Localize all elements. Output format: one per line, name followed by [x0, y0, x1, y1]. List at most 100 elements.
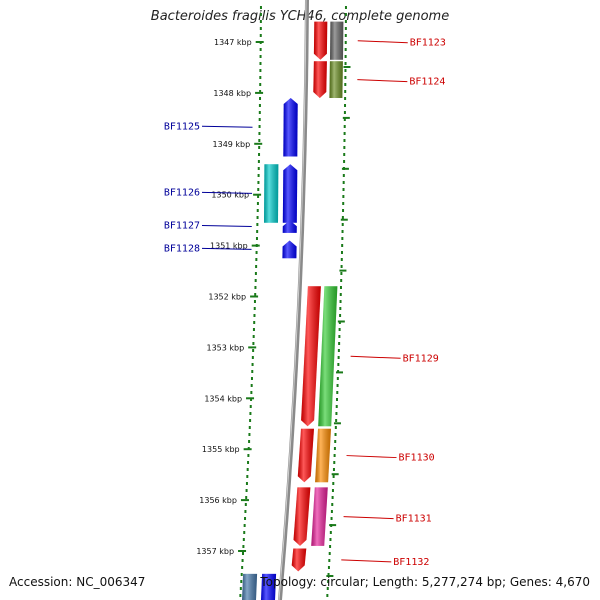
gene-BF1125-shade [283, 98, 298, 157]
ring-dot [333, 447, 336, 450]
ring-dot [344, 104, 347, 107]
tick-mark [255, 91, 264, 94]
ring-dot [344, 13, 347, 16]
ring-dot [248, 440, 251, 443]
ring-dot [338, 342, 341, 345]
ring-dot [242, 538, 245, 541]
ring-dot [249, 412, 252, 415]
tick-label: 1350 kbp [211, 191, 249, 200]
ring-dot [247, 461, 250, 464]
gene-label-BF1130: BF1130 [399, 453, 435, 464]
ring-dot [341, 244, 344, 247]
ring-dot [245, 496, 248, 499]
tick-mark-right [333, 422, 341, 425]
ring-dot [252, 342, 255, 345]
ring-dot [259, 90, 262, 93]
ring-dot [340, 272, 343, 275]
label-leader [341, 559, 392, 563]
ring-dot [344, 90, 347, 93]
ring-dot [343, 146, 346, 149]
gene-BF1124-shade [313, 61, 327, 98]
gene-label-BF1125: BF1125 [164, 121, 200, 132]
tick-mark-right [336, 371, 344, 374]
ring-dot [240, 580, 243, 583]
ring-dot [248, 426, 251, 429]
ring-dot [342, 188, 345, 191]
gene-BF1126-shade [282, 164, 298, 223]
ring-dot [253, 300, 256, 303]
ring-dot [254, 293, 257, 296]
topology-text: Topology: circular; Length: 5,277,274 bp… [260, 575, 590, 589]
partial-steelblue-shade [242, 573, 258, 600]
ring-dot [344, 55, 347, 58]
ring-dot [242, 545, 245, 548]
tick-mark [251, 244, 260, 247]
ring-dot [258, 104, 261, 107]
ring-dot [250, 384, 253, 387]
ring-dot [239, 594, 242, 597]
ring-dot [253, 314, 256, 317]
ring-dot [255, 251, 258, 254]
ring-dot [258, 125, 261, 128]
ring-dot [249, 419, 252, 422]
ring-dot [336, 398, 339, 401]
gene-label-BF1123: BF1123 [410, 38, 446, 49]
ring-dot [333, 454, 336, 457]
ring-dot [341, 230, 344, 233]
ring-dot [259, 76, 262, 79]
label-leader [357, 40, 408, 44]
ring-dot [327, 580, 330, 583]
ring-dot [328, 552, 331, 555]
ring-dot [343, 153, 346, 156]
ring-dot [259, 55, 262, 58]
ring-dot [254, 272, 257, 275]
ring-dot [331, 489, 334, 492]
ring-dot [253, 307, 256, 310]
ring-dot [255, 258, 258, 261]
ring-dot [257, 181, 260, 184]
gene-layer [242, 21, 344, 600]
ring-dot [243, 524, 246, 527]
tick-label: 1357 kbp [196, 547, 234, 556]
ring-dot [254, 279, 257, 282]
ring-dot [245, 482, 248, 485]
tick-mark [243, 448, 252, 451]
ring-dot [327, 573, 330, 576]
tick-label: 1352 kbp [208, 293, 246, 302]
ring-dot [339, 314, 342, 317]
tick-mark-right [326, 575, 334, 577]
tick-mark-right [329, 524, 337, 527]
ring-dot [257, 167, 260, 170]
ring-dot [344, 34, 347, 37]
ring-dot [258, 118, 261, 121]
gene-BF1130-shade [297, 428, 314, 483]
ring-dot [240, 573, 243, 576]
ring-dot [340, 251, 343, 254]
ring-dot [256, 209, 259, 212]
ring-dot [336, 384, 339, 387]
gene-BF1123-shade [313, 21, 328, 60]
ring-dot [332, 475, 335, 478]
ring-dot [249, 405, 252, 408]
ring-dot [259, 13, 262, 16]
ring-dot [256, 216, 259, 219]
gene-label-layer: BF1123 BF1124 BF1125 BF1126 BF1127 BF1128 BF11… [164, 38, 446, 568]
ring-dot [241, 559, 244, 562]
ring-dot [243, 531, 246, 534]
backbone-layer [278, 0, 309, 600]
ring-dot [335, 412, 338, 415]
tick-mark-right [343, 66, 351, 68]
ring-dot [339, 286, 342, 289]
gene-label-BF1124: BF1124 [409, 77, 445, 88]
ring-dot [251, 356, 254, 359]
ring-dot [247, 454, 250, 457]
ring-dot [246, 468, 249, 471]
tick-label: 1347 kbp [214, 38, 252, 47]
ring-dot [326, 587, 329, 590]
ring-dot [344, 20, 347, 23]
ring-dot [329, 531, 332, 534]
ring-dot [258, 153, 261, 156]
tick-layer: 1347 kbp 1348 kbp 1349 kbp 1350 kbp 1351 kbp… [196, 38, 351, 577]
